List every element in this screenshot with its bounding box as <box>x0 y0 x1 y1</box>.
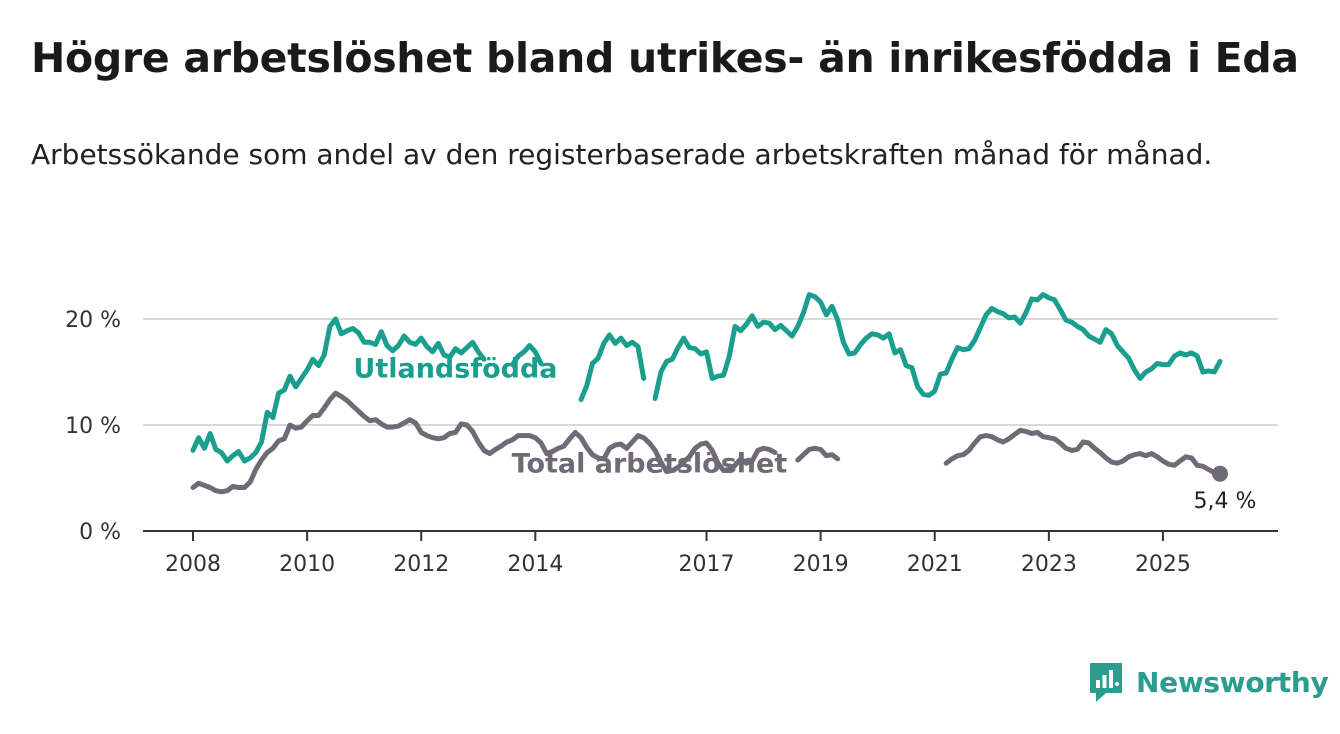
x-tick-label: 2025 <box>1135 552 1191 577</box>
gridlines <box>143 318 1278 426</box>
x-tick-label: 2014 <box>507 552 563 577</box>
y-tick-label: 0 % <box>79 520 121 545</box>
series-label-total: Total arbetslöshet <box>512 449 788 480</box>
x-axis-ticks: 2008 2010 2012 2014 2017 2019 2021 2023 2025 <box>165 531 1191 577</box>
series-lines <box>190 292 1223 495</box>
x-tick-label: 2023 <box>1021 552 1077 577</box>
x-tick-label: 2010 <box>279 552 335 577</box>
chart-subtitle: Arbetssökande som andel av den registerb… <box>31 138 1213 171</box>
end-point-marker <box>1212 465 1228 482</box>
x-tick-label: 2017 <box>679 552 735 577</box>
series-line-utlandsfodda <box>190 292 1223 464</box>
x-tick-label: 2012 <box>393 552 449 577</box>
x-tick-label: 2021 <box>907 552 963 577</box>
series-line-total <box>190 390 1223 495</box>
y-axis-ticks: 0 % 10 % 20 % <box>65 308 121 545</box>
x-tick-label: 2019 <box>793 552 849 577</box>
y-tick-label: 20 % <box>65 308 121 333</box>
newsworthy-brand: Newsworthy <box>1088 660 1329 704</box>
series-labels: Utlandsfödda Total arbetslöshet 5,4 % <box>353 353 1256 513</box>
end-value-label: 5,4 % <box>1194 489 1257 514</box>
newsworthy-logo-icon <box>1090 663 1122 702</box>
chart-title: Högre arbetslöshet bland utrikes- än inr… <box>31 34 1299 82</box>
brand-name: Newsworthy <box>1136 665 1329 699</box>
series-label-utlandsfodda: Utlandsfödda <box>353 353 557 384</box>
y-tick-label: 10 % <box>65 414 121 439</box>
x-tick-label: 2008 <box>165 552 221 577</box>
